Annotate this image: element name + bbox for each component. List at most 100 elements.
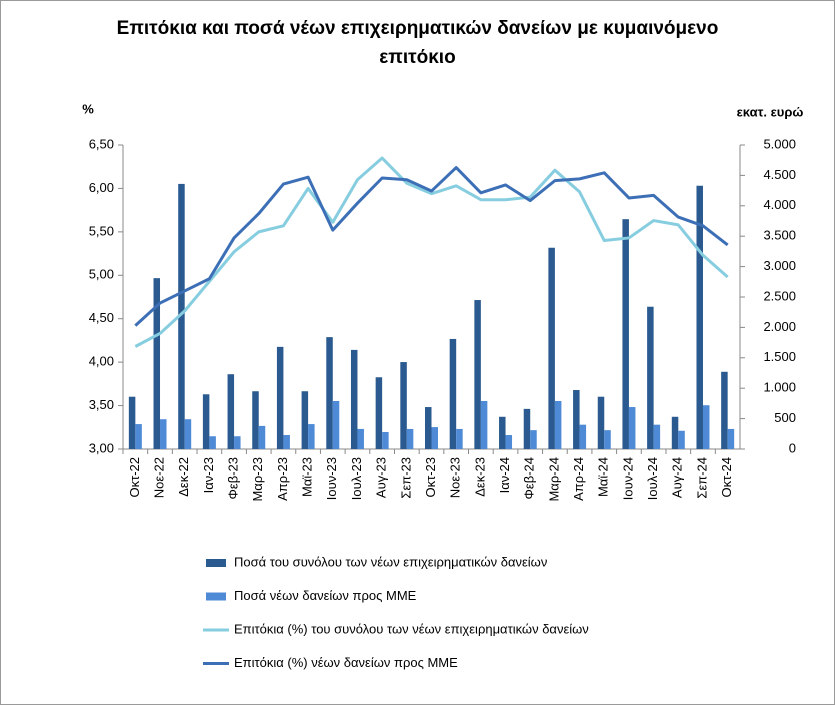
- bar: [258, 425, 266, 449]
- y2-tick-label: 4.000: [763, 197, 796, 212]
- y-tick-label: 6,00: [89, 180, 114, 195]
- x-tick-label: Οκτ-23: [423, 457, 438, 498]
- bar: [209, 436, 216, 449]
- legend-label: Επιτόκια (%) του συνόλου των νέων επιχει…: [234, 621, 589, 636]
- y-tick-label: 5,00: [89, 267, 114, 282]
- bar: [721, 371, 728, 449]
- x-tick-label: Αυγ-23: [374, 457, 389, 498]
- y-tick-label: 3,00: [89, 440, 114, 455]
- bar: [474, 300, 481, 449]
- x-tick-label: Σεπ-24: [694, 457, 709, 499]
- bar: [135, 424, 142, 449]
- bar: [153, 278, 161, 449]
- legend-label: Επιτόκια (%) νέων δανείων προς ΜΜΕ: [234, 655, 458, 670]
- x-tick-label: Ιουλ-24: [645, 457, 660, 500]
- x-tick-label: Σεπ-23: [398, 457, 413, 499]
- x-tick-label: Ιαν-24: [497, 457, 512, 493]
- bar: [628, 407, 636, 449]
- bar: [653, 424, 661, 449]
- y2-tick-label: 2.000: [763, 319, 796, 334]
- legend-label: Ποσά νέων δανείων προς ΜΜΕ: [234, 588, 417, 603]
- bar: [400, 362, 407, 449]
- x-tick-label: Ιαν-23: [201, 457, 216, 493]
- bar: [530, 430, 537, 449]
- x-tick-label: Μαρ-23: [250, 457, 265, 502]
- x-tick-label: Δεκ-23: [472, 457, 487, 497]
- bar: [554, 400, 562, 449]
- bar: [375, 377, 383, 449]
- bar: [505, 435, 513, 449]
- bar: [671, 416, 679, 449]
- bar: [283, 435, 290, 449]
- line: [134, 166, 729, 327]
- x-tick-label: Ιουλ-23: [349, 457, 364, 500]
- bar: [276, 346, 284, 449]
- bar: [647, 306, 654, 449]
- y2-tick-label: 500: [774, 410, 796, 425]
- x-tick-label: Μαρ-24: [546, 457, 561, 502]
- bar: [431, 427, 438, 449]
- bar: [702, 405, 710, 449]
- line: [134, 156, 729, 348]
- x-tick-label: Φεβ-23: [225, 457, 240, 499]
- bar: [202, 394, 210, 449]
- bar: [456, 428, 463, 449]
- bar: [425, 407, 432, 449]
- bar: [234, 436, 241, 449]
- bar: [227, 374, 235, 449]
- bar: [326, 337, 333, 449]
- x-tick-label: Οκτ-24: [719, 457, 734, 498]
- bar: [301, 391, 309, 449]
- x-tick-label: Ιουν-23: [324, 457, 339, 500]
- bar: [548, 247, 555, 449]
- y-tick-label: 6,50: [89, 136, 114, 151]
- y2-tick-label: 3.000: [763, 258, 796, 273]
- legend-swatch: [206, 559, 226, 567]
- bar: [579, 424, 587, 449]
- x-tick-label: Αυγ-24: [670, 457, 685, 498]
- x-tick-label: Απρ-24: [571, 457, 586, 501]
- y2-axis-label: εκατ. ευρώ: [737, 104, 804, 119]
- bar: [727, 428, 735, 449]
- bar: [332, 400, 340, 449]
- bar: [480, 400, 488, 449]
- bar: [499, 416, 506, 449]
- bar: [350, 349, 358, 449]
- bar: [357, 428, 364, 449]
- y2-tick-label: 0: [789, 440, 796, 455]
- y2-tick-label: 5.000: [763, 136, 796, 151]
- bar: [622, 219, 629, 449]
- bar: [696, 185, 703, 449]
- y2-tick-label: 4.500: [763, 167, 796, 182]
- x-tick-label: Φεβ-24: [522, 457, 537, 499]
- bar: [178, 183, 185, 450]
- y-tick-label: 5,50: [89, 223, 114, 238]
- bar: [308, 424, 315, 449]
- bar: [252, 391, 259, 449]
- bar: [604, 430, 611, 449]
- y2-tick-label: 2.500: [763, 288, 796, 303]
- y-tick-label: 3,50: [89, 397, 114, 412]
- bar: [128, 396, 136, 449]
- x-tick-label: Μαϊ-23: [300, 457, 315, 497]
- x-tick-label: Απρ-23: [275, 457, 290, 501]
- x-tick-label: Ιουν-24: [620, 457, 635, 500]
- bar: [597, 396, 605, 449]
- bar: [406, 428, 414, 449]
- bar: [449, 338, 457, 449]
- x-tick-label: Οκτ-22: [127, 457, 142, 498]
- x-tick-label: Δεκ-22: [176, 457, 191, 497]
- x-tick-label: Νοε-23: [448, 457, 463, 498]
- legend-swatch: [206, 592, 226, 601]
- x-tick-label: Μαϊ-24: [596, 457, 611, 497]
- x-tick-label: Νοε-22: [151, 457, 166, 498]
- bar: [160, 419, 167, 449]
- bar: [573, 390, 580, 449]
- bar: [184, 419, 192, 449]
- y-tick-label: 4,00: [89, 354, 114, 369]
- bar: [382, 431, 389, 449]
- y2-tick-label: 1.000: [763, 380, 796, 395]
- bar: [523, 408, 531, 449]
- legend-label: Ποσά του συνόλου των νέων επιχειρηματικώ…: [234, 554, 547, 569]
